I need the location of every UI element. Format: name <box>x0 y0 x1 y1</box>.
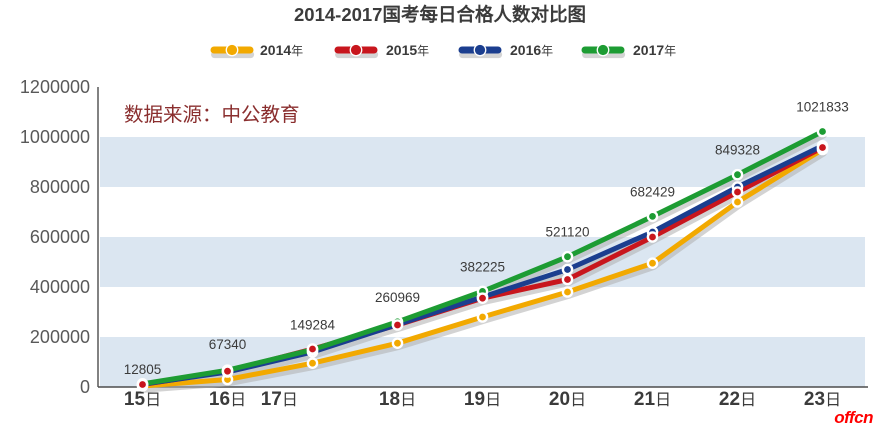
svg-text:offcn: offcn <box>834 408 873 427</box>
svg-text:1000000: 1000000 <box>20 127 90 147</box>
svg-text:382225: 382225 <box>460 259 505 274</box>
svg-text:数据来源：中公教育: 数据来源：中公教育 <box>124 104 300 126</box>
svg-text:800000: 800000 <box>30 177 90 197</box>
svg-text:67340: 67340 <box>209 337 247 352</box>
svg-text:682429: 682429 <box>630 184 675 199</box>
svg-text:17日: 17日 <box>261 389 298 410</box>
svg-text:2016年: 2016年 <box>510 42 553 58</box>
svg-text:849328: 849328 <box>715 143 760 158</box>
svg-text:22日: 22日 <box>719 389 756 410</box>
svg-text:1021833: 1021833 <box>796 100 849 115</box>
svg-text:2014年: 2014年 <box>260 42 303 58</box>
svg-text:1200000: 1200000 <box>20 77 90 97</box>
svg-text:21日: 21日 <box>634 389 671 410</box>
svg-text:0: 0 <box>80 377 90 397</box>
svg-text:2017年: 2017年 <box>633 42 676 58</box>
svg-text:260969: 260969 <box>375 290 420 305</box>
svg-text:18日: 18日 <box>379 389 416 410</box>
svg-text:400000: 400000 <box>30 277 90 297</box>
svg-text:2014-2017国考每日合格人数对比图: 2014-2017国考每日合格人数对比图 <box>294 4 586 25</box>
svg-text:2015年: 2015年 <box>386 42 429 58</box>
svg-text:20日: 20日 <box>549 389 586 410</box>
svg-text:15日: 15日 <box>124 389 161 410</box>
svg-text:200000: 200000 <box>30 327 90 347</box>
svg-text:149284: 149284 <box>290 318 336 333</box>
svg-text:16日: 16日 <box>209 389 246 410</box>
svg-text:521120: 521120 <box>545 225 589 240</box>
svg-text:600000: 600000 <box>30 227 90 247</box>
svg-text:19日: 19日 <box>464 389 501 410</box>
svg-text:23日: 23日 <box>804 389 841 410</box>
svg-text:12805: 12805 <box>124 362 162 377</box>
